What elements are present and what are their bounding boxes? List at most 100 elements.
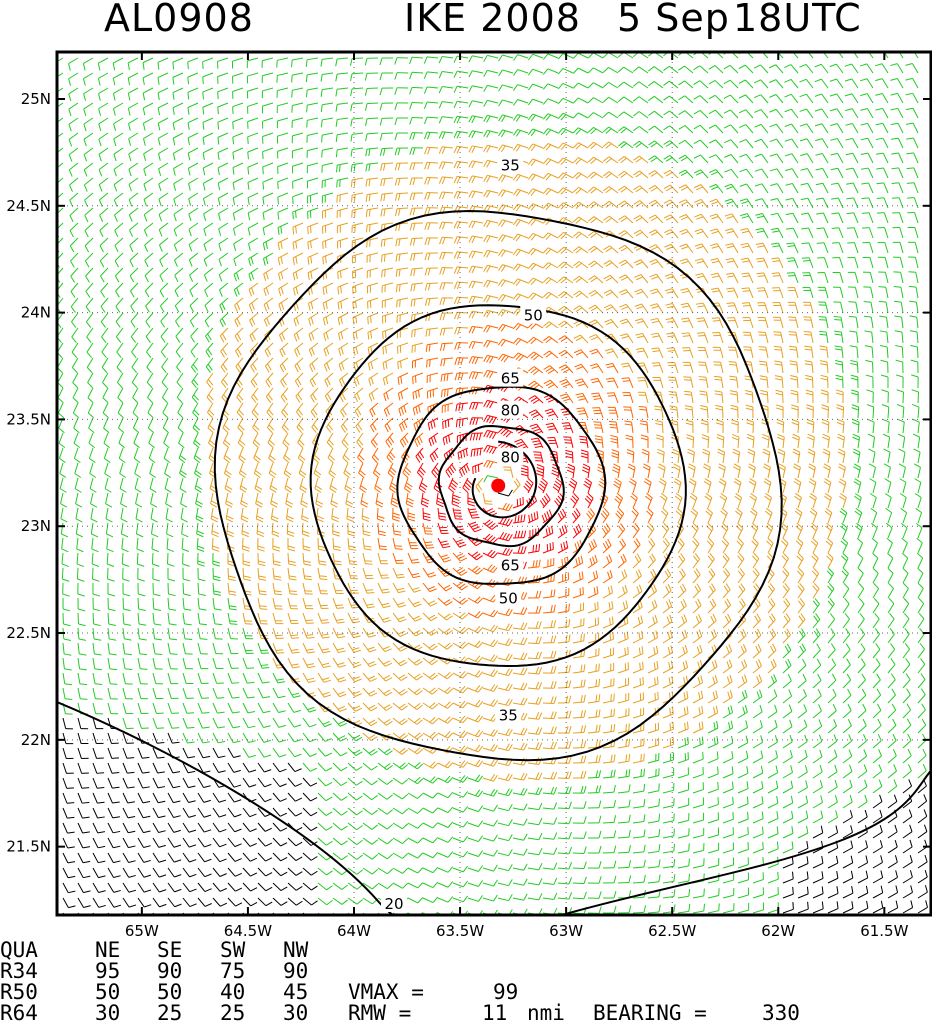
wind-barb — [206, 372, 214, 388]
wind-barb — [619, 289, 634, 299]
wind-barb — [167, 852, 182, 863]
wind-barb — [172, 87, 184, 100]
wind-barb — [679, 243, 694, 254]
wind-barb — [143, 147, 154, 161]
wind-barb — [468, 160, 484, 169]
wind-barb — [438, 55, 454, 64]
wind-barb — [827, 795, 838, 809]
wind-barb — [455, 402, 469, 412]
wind-barb — [437, 881, 454, 888]
wind-barb — [589, 363, 604, 374]
wind-barb — [842, 779, 853, 794]
wind-barb — [88, 432, 96, 449]
wind-barb — [527, 98, 544, 106]
wind-barb — [552, 477, 563, 494]
wind-barb — [424, 252, 439, 261]
wind-barb — [152, 822, 166, 833]
wind-barb — [152, 672, 164, 685]
wind-barb — [603, 171, 619, 179]
wind-barb — [782, 628, 791, 644]
wind-barb — [782, 613, 791, 629]
wind-barb — [152, 687, 164, 700]
wind-barb — [407, 627, 423, 637]
wind-barb — [854, 507, 863, 524]
wind-barb — [227, 642, 239, 655]
wind-barb — [498, 84, 514, 92]
wind-barb — [122, 612, 132, 626]
wind-barb — [151, 522, 159, 538]
wind-barb — [220, 342, 229, 358]
wind-barb — [337, 312, 349, 326]
wind-barb — [272, 597, 283, 610]
wind-barb — [322, 237, 334, 250]
wind-barb — [802, 272, 814, 284]
wind-barb — [557, 231, 574, 240]
wind-barb — [527, 712, 543, 720]
wind-barb — [217, 162, 229, 176]
wind-barb — [211, 522, 220, 538]
wind-barb — [352, 282, 364, 295]
wind-barb — [332, 717, 347, 727]
wind-barb — [617, 631, 629, 644]
wind-barb — [467, 759, 484, 768]
wind-barb — [251, 387, 259, 403]
wind-barb — [645, 492, 653, 509]
wind-barb — [73, 417, 80, 434]
wind-barb — [557, 680, 572, 689]
wind-barb — [468, 175, 484, 184]
wind-barb — [197, 612, 207, 626]
wind-barb — [623, 406, 634, 419]
wind-barb — [392, 792, 409, 800]
wind-barb — [787, 287, 799, 299]
contour-label-bg — [497, 555, 524, 574]
wind-barb — [137, 582, 146, 597]
wind-barb — [825, 537, 834, 554]
wind-barb — [542, 291, 559, 300]
wind-barb — [872, 628, 880, 644]
wind-barb — [332, 672, 347, 683]
wind-barb — [332, 747, 348, 757]
wind-barb — [62, 582, 70, 597]
wind-barb — [197, 732, 210, 744]
wind-barb — [159, 267, 169, 283]
wind-barb — [203, 207, 214, 221]
wind-barb — [722, 903, 735, 914]
wind-barb — [246, 57, 259, 69]
wind-barb — [159, 252, 169, 268]
wind-barb — [666, 347, 679, 359]
wind-barb — [664, 243, 679, 254]
wind-barb — [917, 794, 928, 809]
wind-barb — [427, 387, 439, 399]
wind-barb — [409, 147, 424, 155]
wind-barb — [99, 192, 109, 207]
wind-barb — [439, 297, 454, 306]
wind-barb — [539, 493, 551, 509]
wind-barb — [617, 723, 630, 734]
wind-barb — [287, 792, 303, 802]
wind-barb — [627, 463, 636, 479]
wind-barb — [527, 68, 544, 76]
wind-barb — [797, 780, 808, 794]
wind-barb — [895, 374, 904, 389]
wind-barb — [842, 825, 853, 839]
wind-barb — [424, 146, 439, 155]
wind-barb — [845, 123, 859, 134]
wind-barb — [557, 771, 572, 779]
wind-barb — [483, 114, 499, 123]
wind-barb — [130, 282, 139, 298]
wind-barb — [822, 433, 830, 449]
wind-barb — [739, 124, 754, 134]
wind-barb — [454, 372, 469, 381]
wind-barb — [812, 719, 823, 734]
wind-barb — [557, 816, 572, 825]
wind-barb — [212, 852, 227, 863]
wind-barb — [173, 192, 184, 207]
wind-barb — [322, 222, 334, 234]
wind-barb — [137, 657, 148, 670]
wind-barb — [877, 256, 889, 269]
wind-barb — [203, 267, 214, 282]
wind-barb — [295, 402, 304, 418]
wind-barb — [122, 852, 136, 863]
wind-barb — [587, 861, 602, 869]
wind-barb — [723, 79, 739, 89]
